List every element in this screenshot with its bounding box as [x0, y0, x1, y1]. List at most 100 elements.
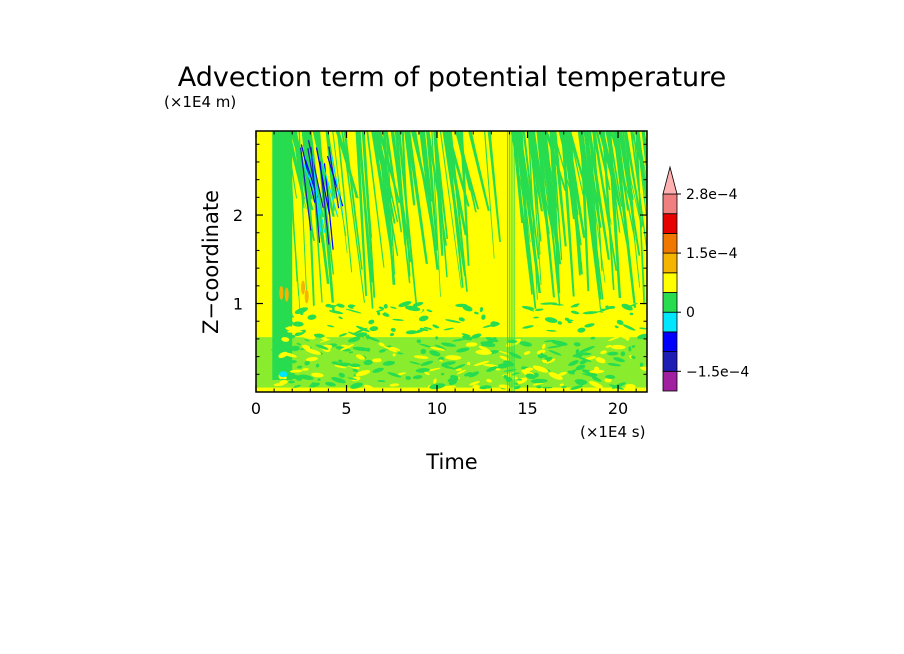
- y-tick-label: 1: [233, 295, 243, 314]
- field-blob: [470, 333, 482, 339]
- colorbar-tick-label: 0: [686, 305, 695, 321]
- field-blob: [348, 318, 357, 322]
- field-blob: [434, 344, 446, 350]
- field-streak: [564, 131, 583, 275]
- field-blob: [637, 333, 647, 340]
- field-blob: [452, 338, 467, 342]
- field-blob: [523, 351, 531, 355]
- plot-area: [255, 130, 666, 393]
- field-blob: [378, 349, 387, 353]
- field-blob: [326, 324, 335, 328]
- field-blob: [639, 327, 647, 330]
- field-blob: [639, 362, 644, 368]
- y-axis-label: Z−coordinate: [199, 190, 223, 334]
- field-blob: [514, 382, 519, 385]
- field-blob: [281, 312, 295, 318]
- field-streak: [366, 131, 385, 268]
- field-blob: [530, 378, 548, 384]
- field-blob: [573, 303, 579, 308]
- field-streak: [426, 131, 447, 246]
- field-blob: [433, 378, 437, 384]
- field-blob: [401, 314, 405, 317]
- field-streak: [526, 131, 544, 212]
- field-blob: [369, 326, 379, 332]
- field-blob: [572, 353, 584, 358]
- field-blob: [331, 377, 346, 384]
- field-blob: [631, 345, 636, 348]
- field-streak: [343, 131, 363, 270]
- field-streak: [285, 131, 299, 297]
- field-blob: [579, 359, 588, 365]
- field-blob: [390, 327, 396, 332]
- field-blob: [545, 358, 556, 364]
- x-tick-label: 5: [341, 399, 351, 418]
- field-blob: [614, 325, 619, 329]
- field-blob: [490, 331, 496, 335]
- field-blob: [350, 382, 363, 389]
- field-blob: [435, 336, 439, 340]
- field-blob: [456, 347, 470, 353]
- field-blob: [389, 332, 395, 337]
- x-tick-label: 20: [608, 399, 628, 418]
- x-unit-label: (×1E4 s): [580, 423, 645, 441]
- field-blob: [621, 303, 633, 311]
- field-blob: [430, 346, 445, 351]
- field-blob: [327, 316, 344, 320]
- field-negative-streak: [308, 153, 326, 233]
- field-blob: [532, 365, 549, 373]
- field-blob: [364, 384, 375, 391]
- heatmap-field: [256, 131, 666, 392]
- field-blob: [629, 312, 634, 316]
- field-blob: [604, 313, 615, 321]
- field-blob: [420, 360, 434, 366]
- field-streak: [647, 131, 666, 189]
- field-blob: [294, 329, 307, 337]
- field-blob: [522, 305, 535, 312]
- field-blob: [328, 310, 344, 314]
- field-blob: [286, 359, 297, 364]
- field-streak: [459, 131, 470, 266]
- field-blob: [273, 383, 285, 387]
- field-blob: [336, 362, 352, 367]
- field-streak: [583, 131, 602, 228]
- field-blob: [389, 383, 400, 387]
- field-blob: [281, 337, 290, 342]
- field-blob: [276, 307, 287, 313]
- y-axis: 12: [233, 143, 647, 375]
- field-blob: [551, 340, 568, 346]
- field-blob: [533, 316, 539, 319]
- colorbar-segment: [662, 331, 678, 352]
- field-streak: [529, 131, 542, 285]
- field-blob: [620, 351, 626, 357]
- field-negative-streak: [315, 147, 331, 216]
- field-blob: [416, 339, 422, 344]
- field-blob: [540, 352, 544, 358]
- colorbar-extend-triangle: [662, 165, 678, 195]
- field-blob: [557, 321, 562, 325]
- field-blob: [462, 305, 473, 312]
- field-blob: [441, 361, 456, 366]
- field-negative-streak: [330, 155, 344, 214]
- field-blob: [366, 347, 371, 352]
- field-streak: [587, 131, 610, 260]
- field-blob: [593, 327, 604, 332]
- colorbar-segment: [662, 351, 678, 372]
- field-blob: [475, 349, 492, 355]
- field-streak: [512, 131, 524, 223]
- field-blob: [348, 351, 354, 354]
- field-streak: [544, 131, 567, 191]
- field-blob: [441, 365, 455, 370]
- field-blob: [304, 339, 310, 342]
- field-blob: [517, 378, 523, 381]
- field-blob: [624, 384, 636, 389]
- field-blob: [482, 324, 494, 328]
- field-streak: [390, 131, 412, 263]
- field-streak: [619, 131, 642, 229]
- colorbar-segment: [662, 193, 678, 215]
- field-blob: [493, 316, 508, 322]
- field-blob: [392, 318, 404, 321]
- field-blob: [582, 311, 599, 315]
- field-blob: [305, 348, 322, 355]
- field-blob: [428, 325, 443, 330]
